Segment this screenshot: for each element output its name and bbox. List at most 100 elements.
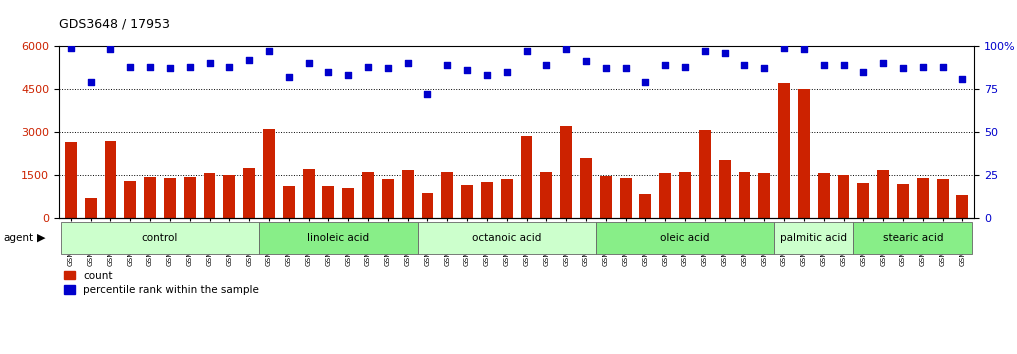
Text: GDS3648 / 17953: GDS3648 / 17953 <box>59 18 170 31</box>
Point <box>538 62 554 68</box>
Point <box>182 64 198 69</box>
Bar <box>897 184 909 218</box>
Text: stearic acid: stearic acid <box>883 233 943 243</box>
Point <box>320 69 337 75</box>
Point <box>281 74 297 80</box>
Point <box>617 65 634 71</box>
Point <box>776 45 792 51</box>
Point <box>677 64 694 69</box>
Bar <box>362 172 374 218</box>
Bar <box>343 188 354 218</box>
FancyBboxPatch shape <box>418 222 596 254</box>
Point <box>340 72 356 78</box>
Point <box>479 72 495 78</box>
Point <box>260 48 277 54</box>
Bar <box>402 171 414 218</box>
Bar <box>738 172 751 218</box>
Point <box>63 45 79 51</box>
Point <box>638 79 654 85</box>
Point <box>400 60 416 66</box>
Text: oleic acid: oleic acid <box>660 233 710 243</box>
Point <box>895 65 911 71</box>
Point <box>300 60 316 66</box>
Bar <box>65 142 77 218</box>
FancyBboxPatch shape <box>596 222 774 254</box>
Bar <box>818 173 830 218</box>
Point <box>914 64 931 69</box>
Bar <box>798 89 810 218</box>
Text: ▶: ▶ <box>37 233 45 243</box>
Bar <box>659 173 671 218</box>
Bar <box>224 175 235 218</box>
Bar <box>184 177 195 218</box>
FancyBboxPatch shape <box>259 222 418 254</box>
Bar <box>322 186 335 218</box>
Bar <box>105 141 116 218</box>
Bar <box>203 173 216 218</box>
Point <box>519 48 535 54</box>
Point <box>757 65 773 71</box>
Bar <box>421 193 433 218</box>
Point <box>598 65 614 71</box>
Bar <box>560 126 573 218</box>
Point <box>419 91 435 97</box>
Point <box>558 47 575 52</box>
Point <box>241 57 257 63</box>
Bar <box>719 160 730 218</box>
FancyBboxPatch shape <box>61 222 259 254</box>
Bar <box>600 176 612 218</box>
Bar <box>956 195 968 218</box>
Point <box>360 64 376 69</box>
Point <box>875 60 891 66</box>
Bar <box>481 182 493 218</box>
FancyBboxPatch shape <box>774 222 853 254</box>
Bar <box>619 178 632 218</box>
Bar <box>857 183 870 218</box>
Point <box>142 64 159 69</box>
Bar <box>878 171 889 218</box>
Point <box>795 47 812 52</box>
FancyBboxPatch shape <box>853 222 972 254</box>
Point <box>82 79 99 85</box>
Bar <box>500 179 513 218</box>
Point <box>855 69 872 75</box>
Bar <box>838 175 849 218</box>
Text: agent: agent <box>3 233 34 243</box>
Bar <box>164 178 176 218</box>
Bar <box>640 194 651 218</box>
Point <box>122 64 138 69</box>
Point <box>717 50 733 56</box>
Point <box>657 62 673 68</box>
Point <box>162 65 178 71</box>
Bar <box>461 185 473 218</box>
Point <box>439 62 456 68</box>
Bar <box>917 178 929 218</box>
Bar <box>124 181 136 218</box>
Bar <box>778 83 790 218</box>
Bar <box>679 172 691 218</box>
Point <box>736 62 753 68</box>
Point <box>954 76 970 81</box>
Point <box>578 59 594 64</box>
Bar <box>84 198 97 218</box>
Bar <box>263 129 275 218</box>
Bar <box>243 168 255 218</box>
Text: octanoic acid: octanoic acid <box>472 233 541 243</box>
Bar <box>283 186 295 218</box>
Legend: count, percentile rank within the sample: count, percentile rank within the sample <box>64 271 258 295</box>
Point <box>222 64 238 69</box>
Text: palmitic acid: palmitic acid <box>780 233 847 243</box>
Point <box>379 65 396 71</box>
Text: linoleic acid: linoleic acid <box>307 233 369 243</box>
Bar <box>699 130 711 218</box>
Bar <box>540 172 552 218</box>
Bar <box>441 172 454 218</box>
Bar <box>521 136 533 218</box>
Bar <box>144 177 156 218</box>
Text: control: control <box>141 233 178 243</box>
Bar <box>382 179 394 218</box>
Bar <box>303 169 314 218</box>
Point <box>835 62 851 68</box>
Point <box>103 47 119 52</box>
Bar <box>937 178 949 218</box>
